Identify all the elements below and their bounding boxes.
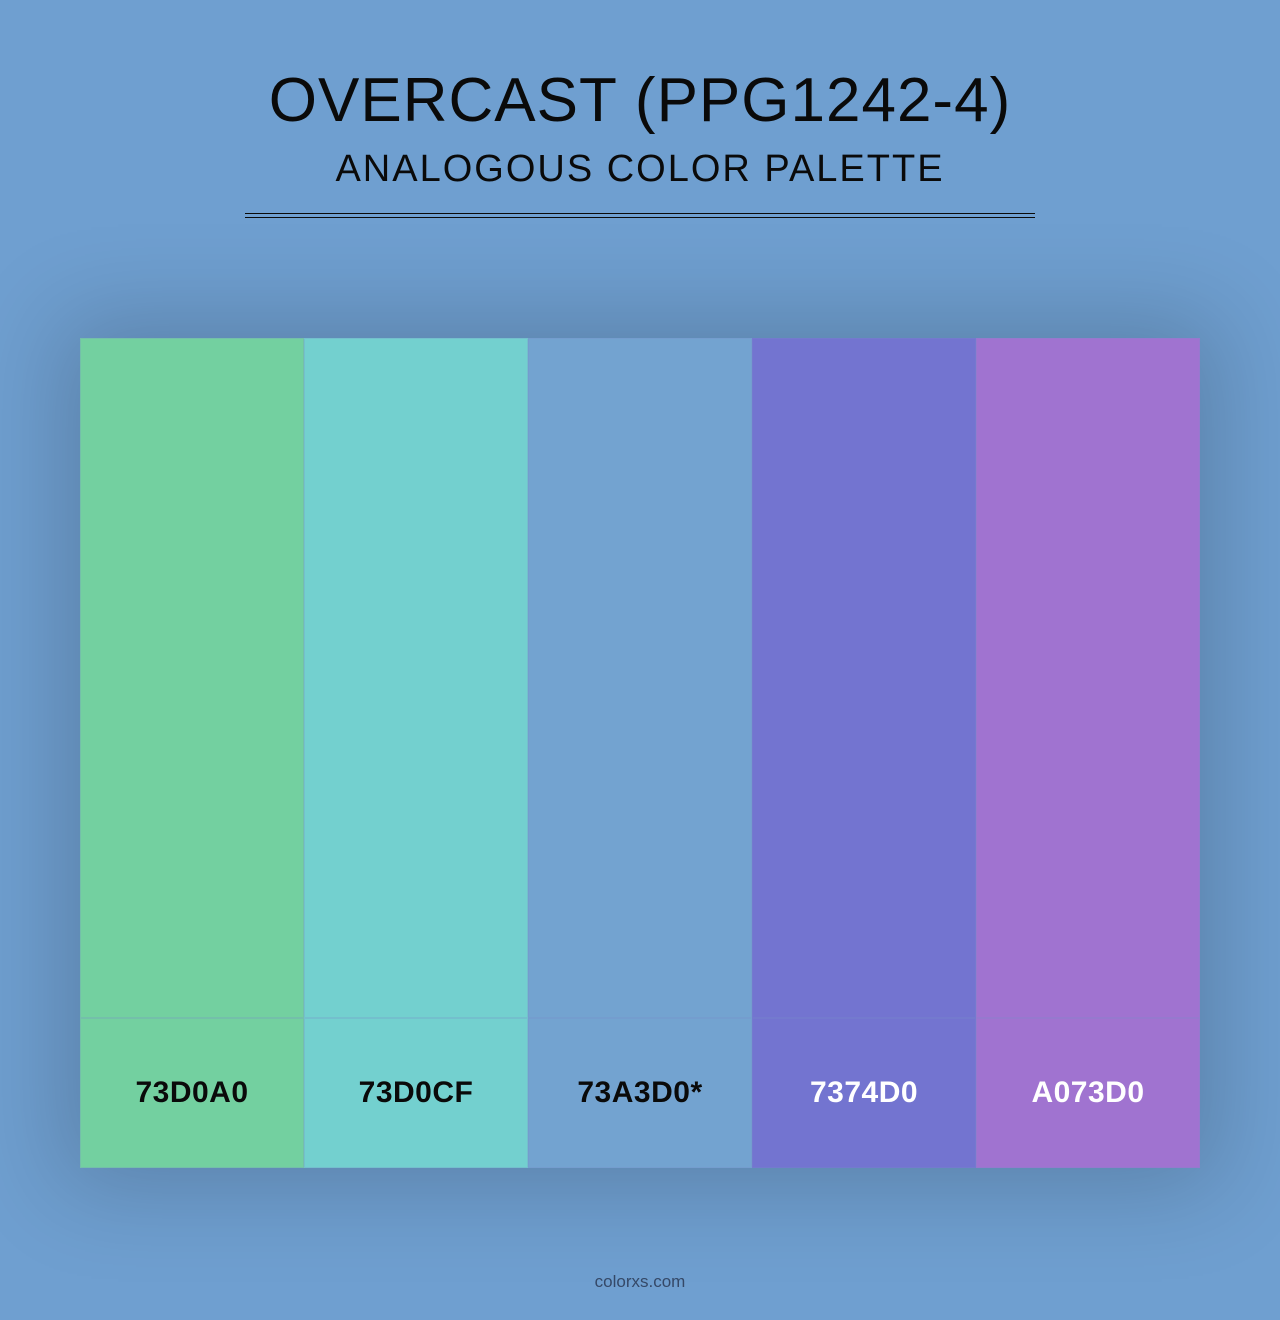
page-subtitle: ANALOGOUS COLOR PALETTE [335,148,944,191]
swatch-0 [80,338,304,1018]
swatch-row [80,338,1200,1018]
swatch-label-2: 73A3D0* [528,1018,752,1168]
swatch-2 [528,338,752,1018]
page-title: OVERCAST (PPG1242-4) [269,65,1011,136]
label-row: 73D0A0 73D0CF 73A3D0* 7374D0 A073D0 [80,1018,1200,1168]
swatch-label-1: 73D0CF [304,1018,528,1168]
palette-container: 73D0A0 73D0CF 73A3D0* 7374D0 A073D0 [80,338,1200,1168]
swatch-label-0: 73D0A0 [80,1018,304,1168]
swatch-4 [976,338,1200,1018]
palette-page: OVERCAST (PPG1242-4) ANALOGOUS COLOR PAL… [0,0,1280,1320]
footer-credit: colorxs.com [0,1272,1280,1292]
swatch-1 [304,338,528,1018]
swatch-label-4: A073D0 [976,1018,1200,1168]
swatch-3 [752,338,976,1018]
swatch-label-3: 7374D0 [752,1018,976,1168]
header-divider [245,213,1035,218]
